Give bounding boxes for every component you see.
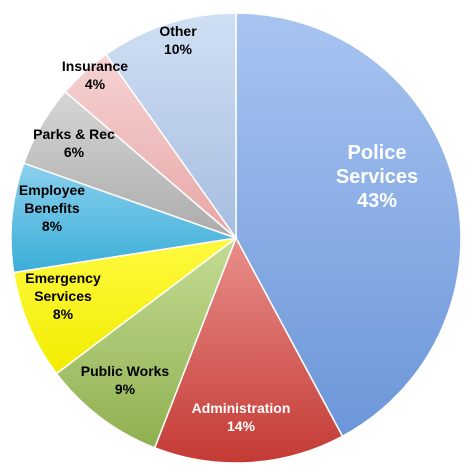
slice-label-insurance: Insurance 4% — [62, 58, 128, 92]
pie-slice-emergency-services — [12, 237, 237, 375]
slice-label-public-works: Public Works 9% — [81, 363, 170, 397]
slice-label-line: 8% — [53, 306, 74, 322]
slice-label-line: 10% — [164, 41, 193, 57]
pie-slice-other — [104, 12, 237, 241]
slice-label-line: Public Works — [81, 363, 170, 379]
slice-label-line: Administration — [192, 400, 291, 416]
slice-label-line: 4% — [85, 76, 106, 92]
slice-label-employee-benefits: Employee Benefits 8% — [19, 182, 85, 234]
slice-label-line: Benefits — [24, 200, 79, 216]
slice-label-police-services: Police Services 43% — [336, 142, 418, 212]
slice-label-line: Parks & Rec — [33, 126, 115, 142]
slice-label-line: Insurance — [62, 58, 128, 74]
slice-label-line: Employee — [19, 182, 85, 198]
slice-label-emergency-services: Emergency Services 8% — [25, 270, 101, 322]
labels-layer: Police Services 43%Administration 14%Public… — [19, 23, 418, 434]
slice-label-other: Other 10% — [159, 23, 197, 57]
slices-layer — [10, 12, 462, 464]
slice-label-line: Emergency — [25, 270, 101, 286]
pie-slice-administration — [153, 236, 344, 464]
slice-label-line: Services — [336, 166, 418, 188]
slice-label-line: Services — [34, 288, 92, 304]
slice-label-line: Other — [159, 23, 197, 39]
slice-label-line: Police — [348, 142, 407, 164]
slice-label-line: 14% — [227, 418, 256, 434]
pie-slice-public-works — [55, 235, 238, 449]
slice-label-administration: Administration 14% — [192, 400, 291, 434]
slice-label-line: 6% — [64, 144, 85, 160]
pie-slice-employee-benefits — [10, 162, 237, 274]
slice-label-line: 9% — [115, 381, 136, 397]
slice-label-line: 8% — [42, 218, 63, 234]
slice-label-line: 43% — [357, 190, 397, 212]
pie-slice-police-services — [235, 12, 462, 438]
slice-label-parks-and-rec: Parks & Rec 6% — [33, 126, 115, 160]
